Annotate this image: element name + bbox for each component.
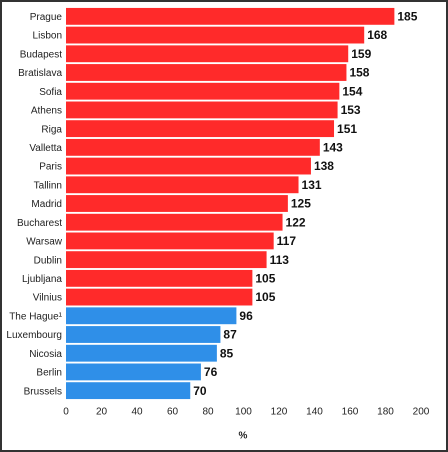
y-tick-label: Riga: [41, 124, 62, 135]
y-tick-label: Vilnius: [33, 293, 62, 304]
bar: [66, 7, 395, 25]
bar: [66, 82, 340, 100]
value-label: 117: [277, 234, 297, 248]
y-tick-label: Madrid: [31, 199, 62, 210]
value-label: 159: [351, 47, 371, 61]
bar: [66, 232, 274, 250]
y-tick-label: Bratislava: [18, 68, 62, 79]
bar: [66, 120, 335, 138]
value-label: 153: [341, 103, 361, 117]
y-tick-label: Luxembourg: [6, 330, 62, 341]
y-tick-label: Warsaw: [26, 237, 63, 248]
bar: [66, 344, 217, 362]
y-tick-label: Dublin: [34, 255, 62, 266]
bar: [66, 64, 347, 81]
bar: [66, 326, 221, 343]
value-label: 131: [302, 178, 322, 192]
y-tick-label: Tallinn: [34, 180, 62, 191]
x-tick-label: 120: [271, 407, 288, 418]
x-tick-label: 160: [342, 407, 359, 418]
bar: [66, 195, 288, 212]
bar: [66, 176, 299, 194]
value-label: 122: [286, 215, 306, 229]
x-tick-label: 100: [235, 407, 252, 418]
value-label: 138: [314, 159, 334, 173]
y-tick-label: Bucharest: [17, 218, 62, 229]
x-tick-label: 80: [202, 407, 214, 418]
y-tick-label: Sofia: [39, 87, 62, 98]
bar: [66, 157, 311, 175]
x-tick-label: 20: [96, 407, 108, 418]
y-tick-label: Berlin: [36, 368, 62, 379]
x-tick-label: 60: [167, 407, 179, 418]
y-tick-label: Ljubljana: [22, 274, 62, 285]
bar: [66, 307, 237, 325]
x-tick-label: 180: [377, 407, 394, 418]
value-label: 151: [337, 122, 357, 136]
value-label: 154: [342, 84, 362, 98]
x-tick-label: 140: [306, 407, 323, 418]
y-tick-label: Valletta: [29, 143, 62, 154]
bar: [66, 26, 365, 44]
value-label: 143: [323, 141, 343, 155]
bar: [66, 138, 320, 156]
value-label: 105: [255, 290, 275, 304]
y-tick-label: Athens: [31, 106, 62, 117]
x-axis-label: %: [239, 431, 248, 442]
bar: [66, 251, 267, 269]
value-label: 125: [291, 197, 311, 211]
bar: [66, 101, 338, 119]
y-tick-label: Budapest: [20, 49, 62, 60]
y-tick-label: Paris: [39, 162, 62, 173]
y-tick-label: Prague: [30, 12, 63, 23]
y-tick-label: Lisbon: [33, 31, 62, 42]
x-tick-label: 0: [63, 407, 69, 418]
x-tick-label: 40: [131, 407, 143, 418]
value-label: 105: [255, 272, 275, 286]
value-label: 96: [239, 309, 253, 323]
value-label: 70: [193, 384, 207, 398]
value-label: 158: [349, 66, 369, 80]
y-tick-label: Brussels: [24, 386, 62, 397]
value-label: 113: [270, 253, 290, 267]
bar: [66, 363, 201, 381]
y-tick-label: The Hague¹: [9, 311, 62, 322]
value-label: 87: [223, 328, 237, 342]
value-label: 76: [204, 365, 218, 379]
x-tick-label: 200: [413, 407, 430, 418]
y-tick-label: Nicosia: [29, 349, 62, 360]
value-label: 185: [397, 10, 417, 24]
bar: [66, 269, 253, 287]
bar: [66, 213, 283, 231]
bar: [66, 382, 191, 400]
value-label: 85: [220, 346, 234, 360]
value-label: 168: [367, 28, 387, 42]
bar: [66, 45, 349, 63]
bar: [66, 288, 253, 306]
